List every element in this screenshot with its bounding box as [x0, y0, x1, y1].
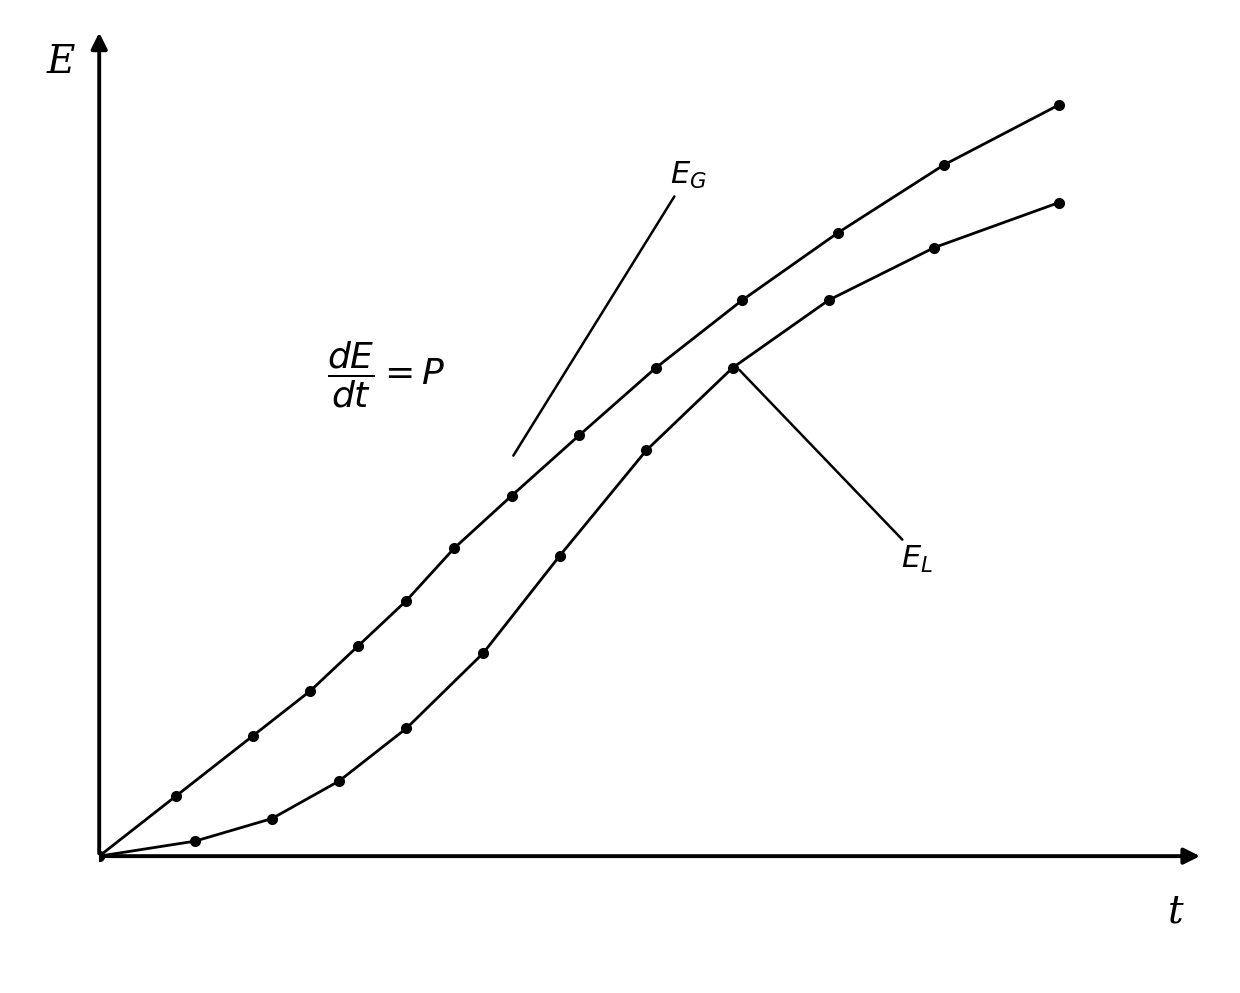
Text: $\dfrac{dE}{dt} = P$: $\dfrac{dE}{dt} = P$ — [327, 341, 445, 410]
Text: E: E — [47, 45, 74, 81]
Text: $E_{L}$: $E_{L}$ — [739, 369, 932, 576]
Text: t: t — [1167, 894, 1183, 931]
Text: $E_{G}$: $E_{G}$ — [513, 160, 707, 456]
